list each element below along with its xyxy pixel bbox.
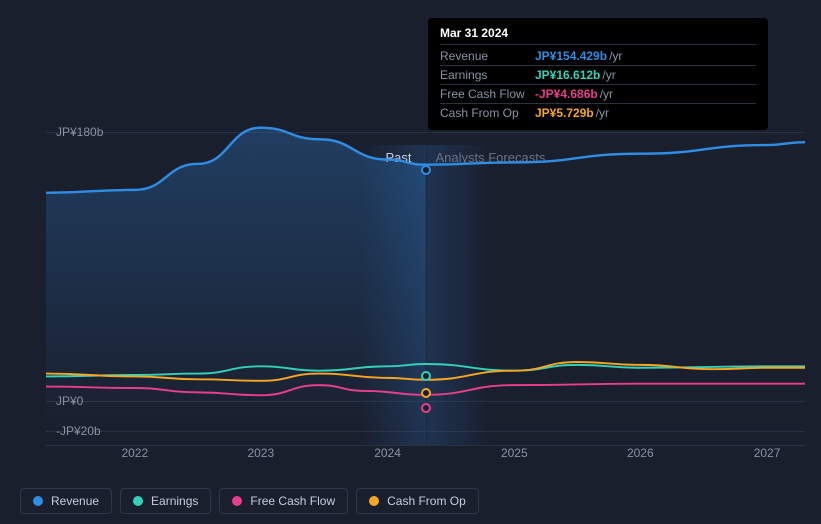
legend-item-earnings[interactable]: Earnings [120,488,211,514]
legend-swatch-icon [232,496,242,506]
tooltip-row: Free Cash Flow-JP¥4.686b /yr [440,85,756,104]
legend-swatch-icon [33,496,43,506]
x-axis-line [46,445,805,446]
tooltip-date: Mar 31 2024 [440,26,756,45]
legend-item-fcf[interactable]: Free Cash Flow [219,488,348,514]
marker-fcf [421,403,431,413]
tooltip-unit: /yr [602,68,615,82]
legend-label: Cash From Op [387,494,466,508]
tooltip-metric-value: -JP¥4.686b [535,87,598,101]
marker-cfo [421,388,431,398]
revenue-area-fill [46,128,426,431]
legend-label: Free Cash Flow [250,494,335,508]
legend-swatch-icon [369,496,379,506]
data-tooltip: Mar 31 2024 RevenueJP¥154.429b /yrEarnin… [428,18,768,130]
tooltip-unit: /yr [600,87,613,101]
tooltip-row: Cash From OpJP¥5.729b /yr [440,104,756,122]
tooltip-row: RevenueJP¥154.429b /yr [440,47,756,66]
tooltip-metric-label: Free Cash Flow [440,87,535,101]
legend-item-cfo[interactable]: Cash From Op [356,488,479,514]
chart-legend: Revenue Earnings Free Cash Flow Cash From O… [20,488,479,514]
x-axis-label: 2027 [754,446,781,460]
tooltip-metric-label: Revenue [440,49,535,63]
y-axis-label: JP¥180b [56,125,103,139]
x-axis-label: 2024 [374,446,401,460]
y-axis-label: JP¥0 [56,394,83,408]
legend-swatch-icon [133,496,143,506]
tooltip-metric-value: JP¥5.729b [535,106,594,120]
tooltip-row: EarningsJP¥16.612b /yr [440,66,756,85]
tooltip-metric-label: Cash From Op [440,106,535,120]
x-axis-label: 2026 [627,446,654,460]
marker-revenue [421,165,431,175]
x-axis-label: 2023 [247,446,274,460]
tooltip-unit: /yr [596,106,609,120]
tooltip-unit: /yr [609,49,622,63]
legend-item-revenue[interactable]: Revenue [20,488,112,514]
legend-label: Earnings [151,494,198,508]
tooltip-metric-value: JP¥16.612b [535,68,600,82]
x-axis-label: 2025 [501,446,528,460]
tooltip-metric-label: Earnings [440,68,535,82]
x-axis-label: 2022 [121,446,148,460]
y-axis-label: -JP¥20b [56,424,101,438]
marker-earnings [421,371,431,381]
tooltip-metric-value: JP¥154.429b [535,49,607,63]
legend-label: Revenue [51,494,99,508]
